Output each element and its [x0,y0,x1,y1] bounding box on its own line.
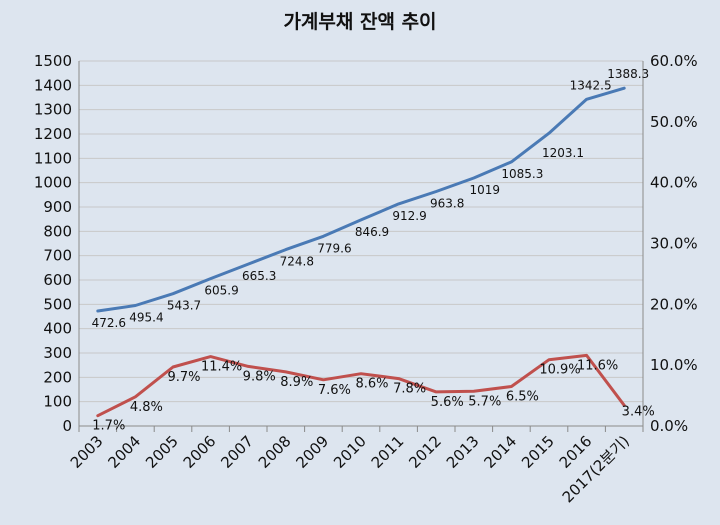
left-tick-label: 100 [43,393,72,411]
left-tick-label: 1100 [34,149,72,167]
left-tick-label: 900 [43,198,72,216]
x-tick-label: 2007 [217,432,257,472]
x-tick-label: 2003 [67,432,107,472]
balance-data-label: 912.9 [392,209,426,223]
balance-data-label: 1019 [470,183,501,197]
balance-data-label: 1085.3 [501,167,543,181]
x-axis-ticks: 2003200420052006200720082009201020112012… [67,432,633,506]
left-tick-label: 700 [43,247,72,265]
x-tick-label: 2006 [180,432,220,472]
balance-data-label: 665.3 [242,269,276,283]
chart-title: 가계부채 잔액 추이 [283,11,436,33]
growth-data-label: 6.5% [506,389,539,404]
left-tick-label: 1200 [34,125,72,143]
right-tick-label: 20.0% [650,295,698,313]
left-tick-label: 800 [43,222,72,240]
left-tick-label: 0 [62,417,72,435]
growth-data-label: 7.8% [393,382,426,397]
balance-data-label: 1203.1 [542,146,584,160]
balance-line [96,86,626,313]
growth-data-label: 3.4% [622,404,655,419]
x-tick-label: 2011 [368,432,408,472]
x-tick-label: 2010 [330,432,370,472]
growth-data-label: 8.9% [280,375,313,390]
x-tick-label: 2014 [480,432,520,472]
left-tick-label: 1500 [34,52,72,70]
left-tick-label: 300 [43,344,72,362]
growth-data-label: 11.4% [201,360,242,375]
right-tick-label: 40.0% [650,174,698,192]
left-tick-label: 600 [43,271,72,289]
x-tick-label: 2008 [255,432,295,472]
growth-data-label: 9.8% [243,369,276,384]
balance-data-label: 472.6 [92,316,126,330]
right-tick-label: 10.0% [650,356,698,374]
balance-data-label: 495.4 [129,310,163,324]
left-tick-label: 200 [43,368,72,386]
left-tick-label: 500 [43,295,72,313]
balance-data-label: 963.8 [430,196,464,210]
left-tick-label: 1400 [34,76,72,94]
balance-data-label: 543.7 [167,299,201,313]
right-tick-label: 30.0% [650,235,698,253]
growth-data-label: 5.6% [431,395,464,410]
left-tick-label: 1000 [34,174,72,192]
balance-data-label: 779.6 [317,241,351,255]
growth-data-label: 9.7% [167,370,200,385]
growth-data-label: 10.9% [539,363,580,378]
growth-data-label: 1.7% [92,419,125,434]
growth-data-label: 4.8% [130,400,163,415]
balance-data-label: 1388.3 [607,67,649,81]
growth-data-label: 8.6% [355,377,388,392]
right-tick-label: 60.0% [650,52,698,70]
growth-data-label: 5.7% [468,394,501,409]
balance-data-label: 605.9 [204,284,238,298]
x-tick-label: 2009 [292,432,332,472]
left-tick-label: 400 [43,320,72,338]
balance-data-label: 846.9 [355,225,389,239]
growth-data-label: 11.6% [577,358,618,373]
x-tick-label: 2013 [443,432,483,472]
balance-data-label: 724.8 [280,255,314,269]
right-tick-label: 0.0% [650,417,688,435]
balance-data-label: 1342.5 [570,78,612,92]
series-lines [96,86,626,418]
left-tick-label: 1300 [34,101,72,119]
growth-rate-line [96,353,626,418]
right-tick-label: 50.0% [650,113,698,131]
x-tick-label: 2005 [142,432,182,472]
gridlines [78,60,644,432]
left-axis-ticks: 0 100 200 300 400 500 600 700 800 900 1000 1100 1200… [34,52,72,435]
right-axis-ticks: 0.0% 10.0% 20.0% 30.0% 40.0% 50.0% 60.0% [650,52,698,435]
x-tick-label: 2004 [104,432,144,472]
x-tick-label: 2015 [518,432,558,472]
x-tick-label: 2012 [405,432,445,472]
growth-data-label: 7.6% [318,383,351,398]
